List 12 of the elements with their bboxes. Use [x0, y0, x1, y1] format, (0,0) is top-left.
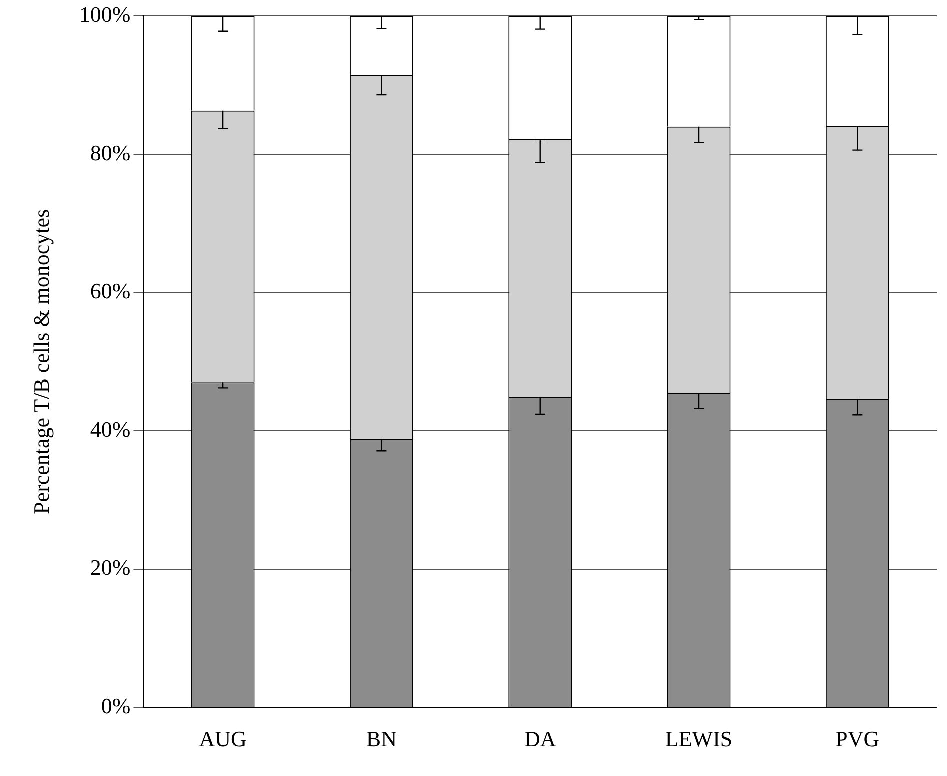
- x-tick-label: PVG: [836, 726, 880, 752]
- y-tick-label: 40%: [90, 416, 131, 442]
- y-tick-label: 80%: [90, 140, 131, 166]
- y-tick-label: 0%: [101, 693, 131, 718]
- x-tick-label: DA: [524, 726, 556, 752]
- y-tick-label: 100%: [79, 2, 131, 27]
- x-tick-label: AUG: [199, 726, 247, 752]
- x-tick-label: BN: [366, 726, 398, 752]
- x-tick-label: LEWIS: [665, 726, 733, 752]
- y-tick-label: 20%: [90, 555, 131, 580]
- y-tick-label: 60%: [90, 278, 131, 304]
- y-axis-title: Percentage T/B cells & monocytes: [28, 209, 54, 514]
